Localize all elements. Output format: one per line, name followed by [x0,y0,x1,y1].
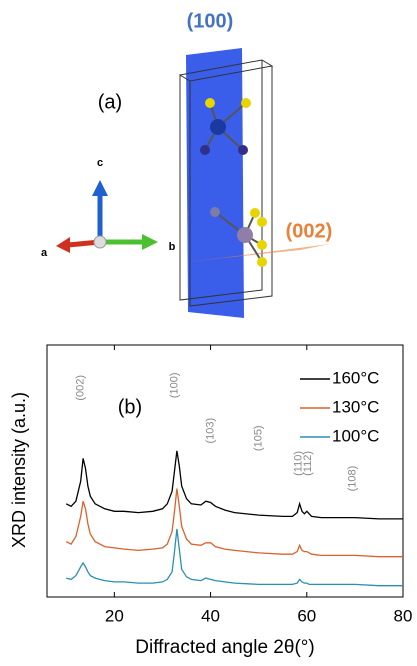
x-tick-label: 80 [394,606,413,625]
axis-label: c [97,157,103,169]
crystal-diagram: (100) (a) c a b (002) [41,10,332,318]
series-line [66,528,403,587]
x-tick-label: 20 [105,606,124,625]
x-axis-title: Diffracted angle 2θ(°) [135,637,314,658]
axis-label: b [169,241,176,253]
plane-label: (002) [286,220,333,242]
plane-100 [186,48,244,318]
legend-label: 160°C [332,368,379,387]
cell-edges [179,60,263,301]
cell-edges-back [189,66,273,307]
peak-label: (105) [253,425,265,451]
peak-label: (112) [302,451,314,476]
series-line [65,488,403,558]
plot-frame [46,344,404,598]
panel-label: (b) [118,396,142,418]
legend-label: 130°C [332,397,379,416]
legend-label: 100°C [332,426,379,445]
atoms [200,98,267,267]
x-tick-label: 40 [201,606,220,625]
panel-label: (a) [98,91,122,113]
x-tick-label: 60 [297,606,316,625]
series-line [65,450,403,520]
plane-label: (100) [187,10,234,32]
peak-label: (103) [204,418,216,444]
y-axis-title: XRD intensity (a.u.) [9,392,29,548]
peak-label: (002) [75,375,87,401]
peak-label: (100) [168,372,180,398]
axis-triad [56,180,158,253]
peak-label: (110) [293,451,305,476]
peak-label: (108) [346,466,358,492]
axis-label: a [41,247,48,259]
